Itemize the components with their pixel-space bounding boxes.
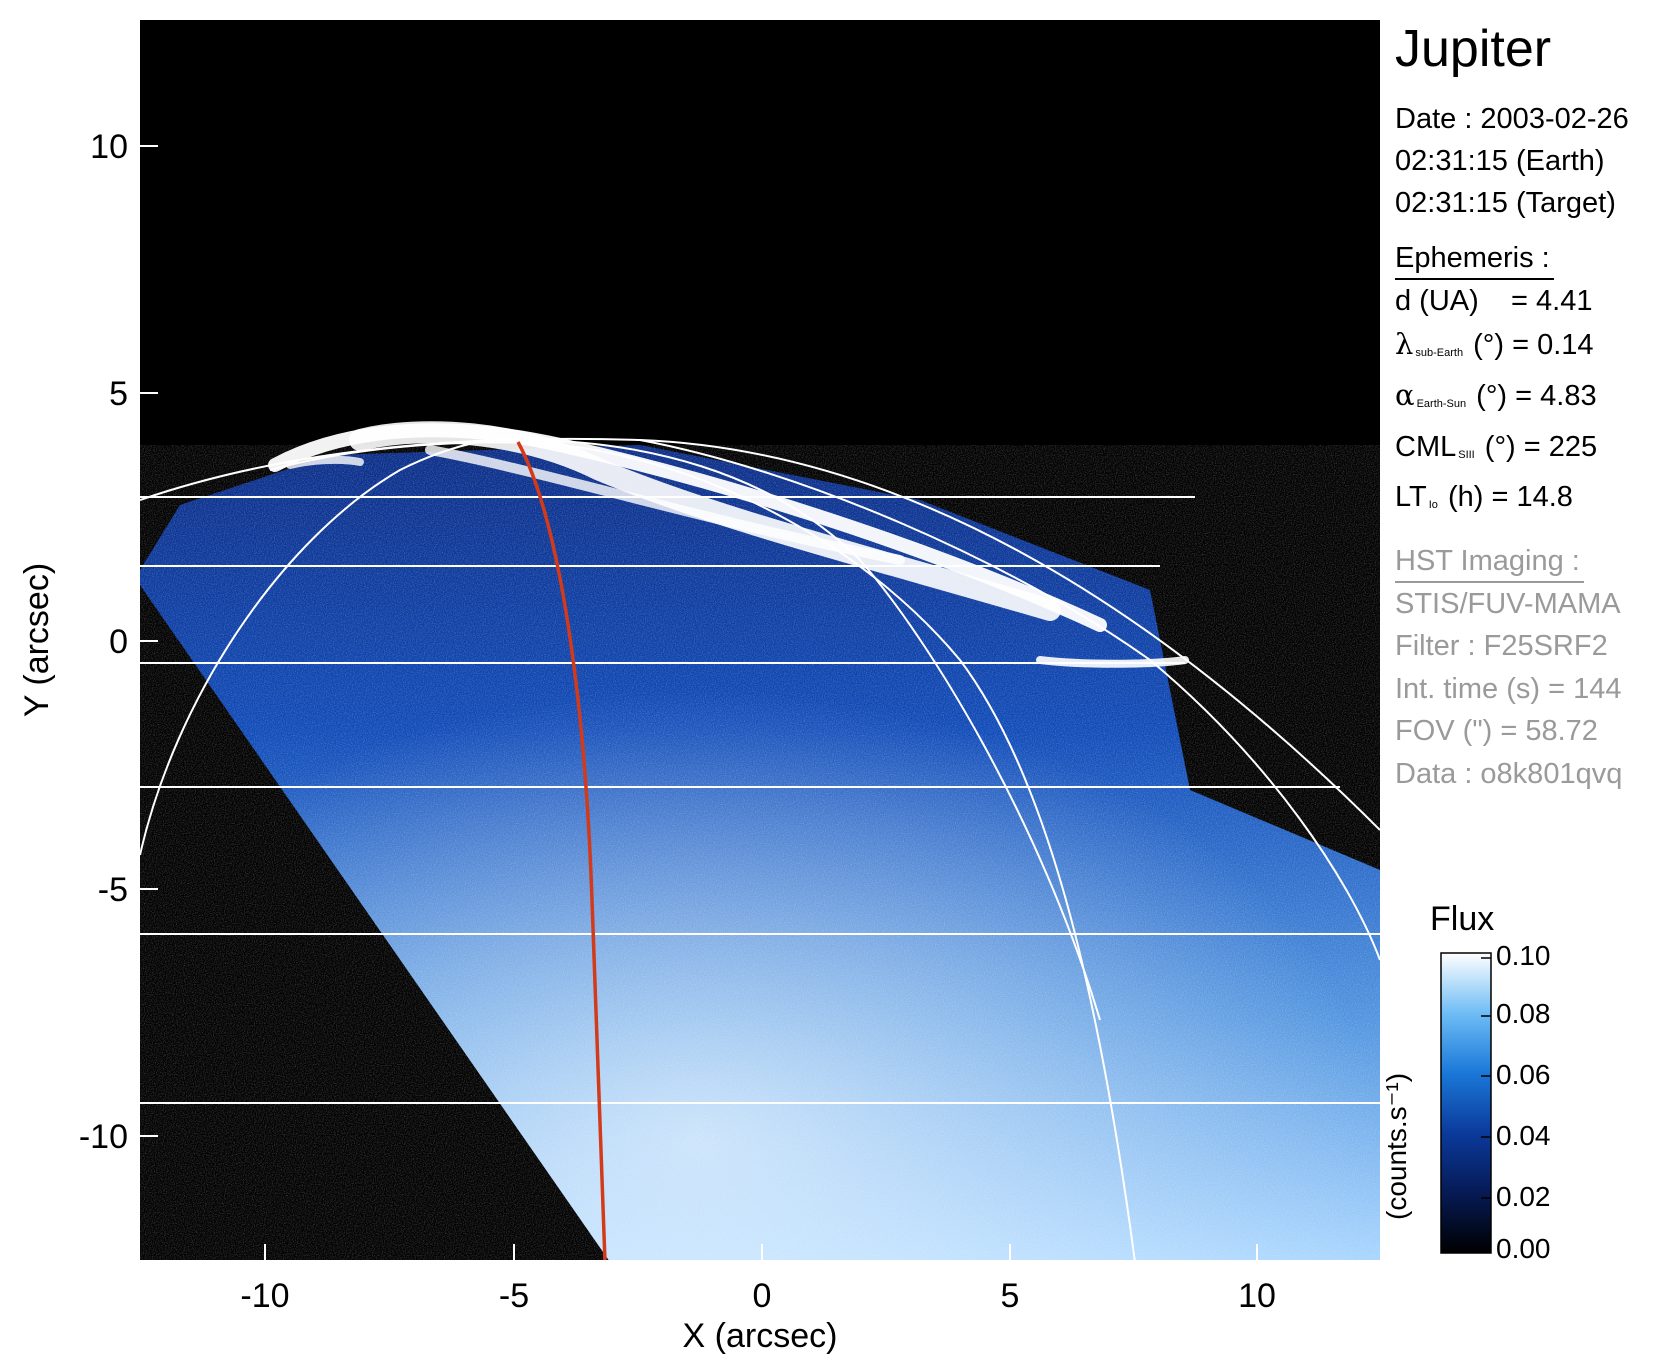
cml-label: CML bbox=[1395, 430, 1457, 463]
x-tick-label: -5 bbox=[499, 1277, 529, 1315]
x-tick-label: 5 bbox=[1001, 1277, 1020, 1315]
distance-line: d (UA) = 4.41 bbox=[1395, 285, 1593, 317]
axis-ticks bbox=[140, 145, 1258, 1262]
alpha-subscript: Earth-Sun bbox=[1416, 398, 1467, 410]
alpha-symbol: α bbox=[1395, 378, 1415, 412]
cml-line: CML SIII (°) = 225 bbox=[1395, 426, 1665, 477]
colorbar bbox=[1440, 952, 1492, 1254]
x-tick-label: 10 bbox=[1238, 1277, 1276, 1315]
colorbar-ticks bbox=[1481, 957, 1491, 1199]
colorbar-tick-label: 0.04 bbox=[1496, 1120, 1551, 1151]
lambda-subscript: sub-Earth bbox=[1415, 346, 1464, 359]
filter-line: Filter : F25SRF2 bbox=[1395, 630, 1608, 662]
colorbar-tick-label: 0.08 bbox=[1496, 998, 1551, 1029]
phase-angle: α Earth-Sun (°) = 4.83 bbox=[1395, 374, 1665, 426]
colorbar-tick-label: 0.10 bbox=[1496, 940, 1551, 971]
y-tick-label: 0 bbox=[109, 623, 128, 661]
y-tick-label: -10 bbox=[79, 1118, 128, 1156]
fov-line: FOV (") = 58.72 bbox=[1395, 715, 1598, 747]
colorbar-tick-label: 0.02 bbox=[1496, 1181, 1551, 1212]
info-panel: Jupiter Date : 2003-02-26 02:31:15 (Eart… bbox=[1395, 18, 1665, 795]
hst-imaging-title: HST Imaging : bbox=[1395, 541, 1584, 583]
lt-subscript: Io bbox=[1428, 499, 1438, 511]
central-meridian bbox=[516, 441, 607, 1260]
sub-earth-latitude: λ sub-Earth (°) = 0.14 bbox=[1395, 323, 1665, 375]
earth-time: 02:31:15 (Earth) bbox=[1395, 145, 1605, 177]
jupiter-image bbox=[140, 20, 1380, 1260]
lambda-value: (°) = 0.14 bbox=[1465, 328, 1594, 361]
lt-label: LT bbox=[1395, 481, 1427, 513]
ephemeris-title: Ephemeris : bbox=[1395, 238, 1554, 280]
alpha-value: (°) = 4.83 bbox=[1468, 380, 1597, 412]
y-tick-label: 5 bbox=[109, 375, 128, 413]
y-tick-label: 10 bbox=[90, 128, 128, 166]
x-tick-label: -10 bbox=[240, 1277, 289, 1315]
date-line: Date : 2003-02-26 bbox=[1395, 103, 1629, 135]
x-axis-title: X (arcsec) bbox=[683, 1317, 838, 1355]
cml-subscript: SIII bbox=[1458, 448, 1475, 461]
colorbar-units: (counts.s⁻¹) bbox=[1381, 1072, 1412, 1220]
cml-value: (°) = 225 bbox=[1476, 430, 1598, 463]
planet-name: Jupiter bbox=[1395, 20, 1552, 78]
target-time: 02:31:15 (Target) bbox=[1395, 187, 1616, 219]
lt-value: (h) = 14.8 bbox=[1439, 481, 1573, 513]
data-id-line: Data : o8k801qvq bbox=[1395, 757, 1623, 790]
y-axis-title: Y (arcsec) bbox=[18, 563, 56, 717]
longitude-grid bbox=[140, 437, 1380, 1260]
colorbar-title: Flux bbox=[1430, 900, 1495, 938]
lambda-symbol: λ bbox=[1395, 326, 1414, 361]
y-tick-label: -5 bbox=[98, 871, 128, 909]
colorbar-tick-label: 0.06 bbox=[1496, 1059, 1551, 1090]
integration-time-line: Int. time (s) = 144 bbox=[1395, 672, 1622, 705]
local-time-line: LT Io (h) = 14.8 bbox=[1395, 476, 1665, 527]
instrument-line: STIS/FUV-MAMA bbox=[1395, 587, 1621, 620]
x-tick-label: 0 bbox=[753, 1277, 772, 1315]
latitude-grid bbox=[140, 496, 1380, 1104]
disk-noise bbox=[140, 445, 1380, 1260]
colorbar-tick-label: 0.00 bbox=[1496, 1233, 1551, 1264]
